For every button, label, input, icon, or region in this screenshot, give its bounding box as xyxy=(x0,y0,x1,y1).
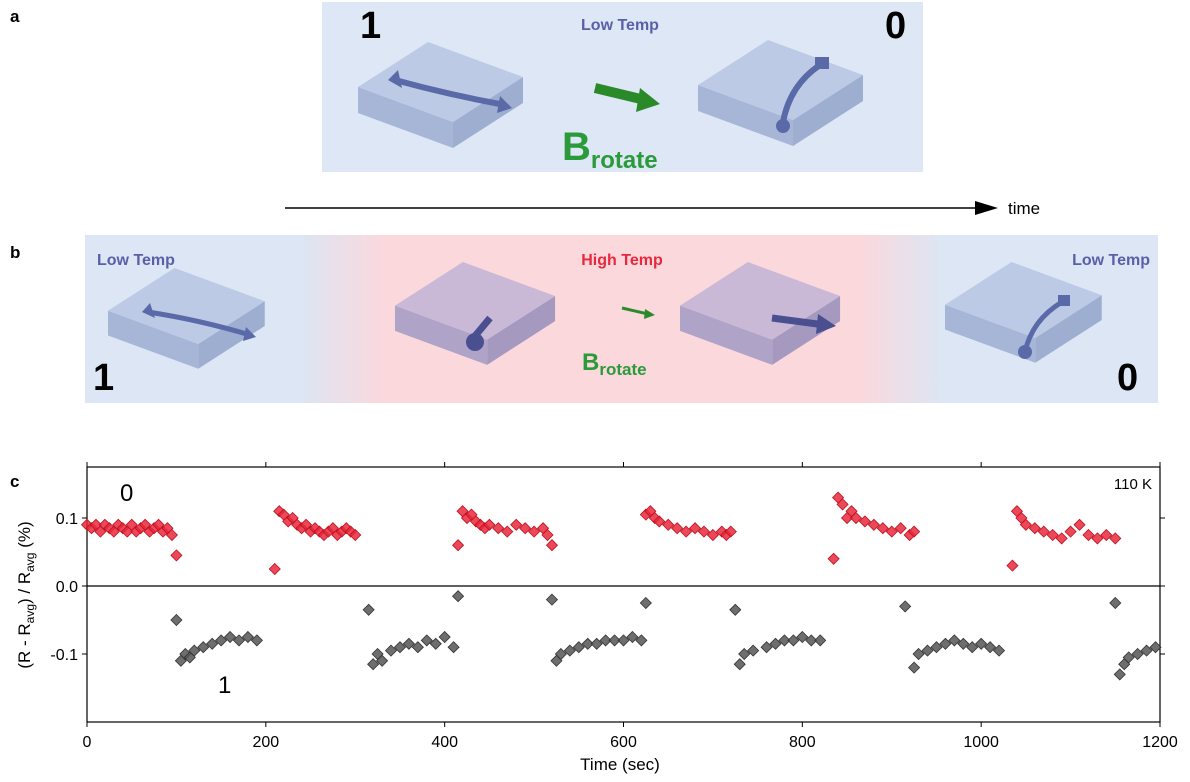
data-point xyxy=(453,540,464,551)
data-point xyxy=(1114,669,1125,680)
arrow-tail xyxy=(466,333,484,351)
figure: a 1 0 Low Temp Brotate time b Low Temp H… xyxy=(0,0,1190,777)
panel-title: Low Temp xyxy=(581,17,659,34)
arrow-tail xyxy=(1018,345,1032,359)
panel-label: a xyxy=(10,7,20,26)
panel-label: b xyxy=(10,243,20,262)
data-point xyxy=(909,662,920,673)
data-point xyxy=(546,540,557,551)
y-tick-label: 0.1 xyxy=(56,511,78,528)
data-point xyxy=(1007,560,1018,571)
data-point xyxy=(900,601,911,612)
y-title-part: ) / R xyxy=(15,572,34,604)
x-tick-label: 200 xyxy=(252,734,279,751)
x-tick-label: 1000 xyxy=(963,734,999,751)
state-label: 1 xyxy=(93,357,114,399)
data-point xyxy=(1110,598,1121,609)
x-tick-label: 600 xyxy=(610,734,637,751)
annotation: 110 K xyxy=(1114,476,1152,493)
field-main: B xyxy=(582,349,599,376)
data-point xyxy=(453,591,464,602)
data-point xyxy=(546,594,557,605)
x-tick-label: 400 xyxy=(431,734,458,751)
arrow-head xyxy=(1058,295,1070,306)
state-label: 0 xyxy=(885,5,906,47)
panel-title: High Temp xyxy=(581,252,663,269)
y-title-sub: avg xyxy=(23,604,37,623)
data-point xyxy=(171,615,182,626)
data-point xyxy=(1074,519,1085,530)
y-title-part: (%) xyxy=(15,521,34,552)
time-label: time xyxy=(1008,199,1040,218)
data-point xyxy=(815,635,826,646)
plot-frame xyxy=(87,467,1160,722)
x-axis-title: Time (sec) xyxy=(580,755,660,774)
data-point xyxy=(269,564,280,575)
annotation: 0 xyxy=(120,480,133,507)
y-axis-title: (R - Ravg) / Ravg (%) xyxy=(15,521,37,668)
y-title-sub: avg xyxy=(23,553,37,572)
data-point xyxy=(171,550,182,561)
field-sub: rotate xyxy=(599,360,646,379)
data-point xyxy=(363,604,374,615)
time-arrow-head xyxy=(975,201,998,215)
data-point xyxy=(828,553,839,564)
y-tick-label: 0.0 xyxy=(56,579,78,596)
panel-title: Low Temp xyxy=(1072,252,1150,269)
panel-title: Low Temp xyxy=(97,252,175,269)
y-title-part: (R - R xyxy=(15,623,34,668)
data-point xyxy=(640,598,651,609)
x-tick-label: 1200 xyxy=(1142,734,1178,751)
state-label: 1 xyxy=(360,5,381,47)
arrow-head xyxy=(815,57,829,69)
chart: -0.1 0.0 0.1 0 200 400 600 800 1000 1200 xyxy=(50,462,1177,751)
x-tick-label: 800 xyxy=(789,734,816,751)
data-point xyxy=(439,632,450,643)
x-tick-label: 0 xyxy=(83,734,92,751)
state-label: 0 xyxy=(1117,357,1138,399)
field-sub: rotate xyxy=(591,147,658,174)
annotation: 1 xyxy=(218,672,231,699)
arrow-tail xyxy=(776,119,790,133)
data-point xyxy=(448,642,459,653)
panel-label: c xyxy=(10,472,19,491)
field-main: B xyxy=(562,125,591,169)
data-point xyxy=(1065,526,1076,537)
y-tick-label: -0.1 xyxy=(50,647,78,664)
data-point xyxy=(730,604,741,615)
data-point xyxy=(734,659,745,670)
